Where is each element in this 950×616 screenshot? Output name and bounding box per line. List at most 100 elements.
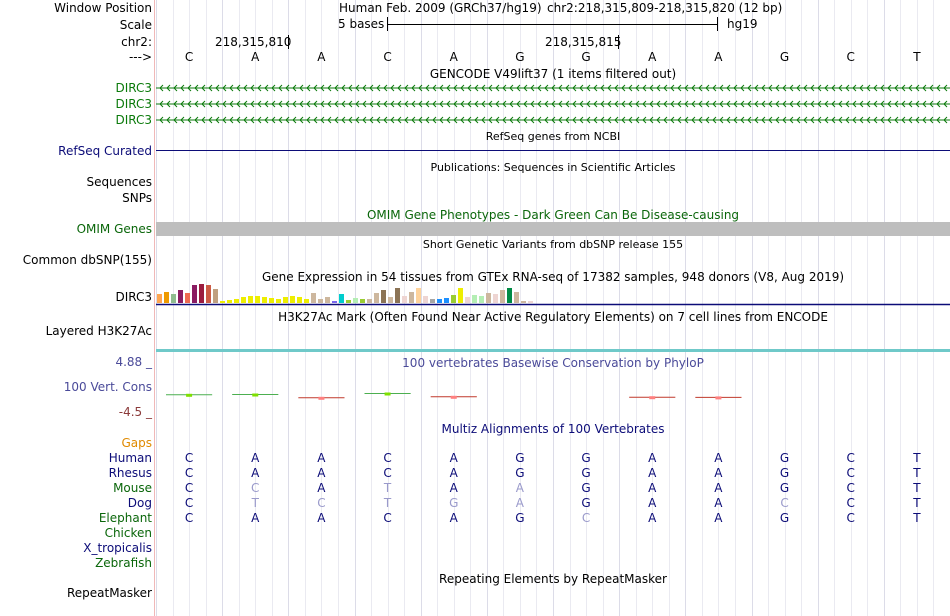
gtex-tissue-bar[interactable] bbox=[290, 296, 295, 303]
gencode-transcript-line[interactable] bbox=[156, 115, 950, 125]
position-range[interactable]: chr2:218,315,809-218,315,820 (12 bp) bbox=[547, 1, 783, 15]
gencode-transcript-line[interactable] bbox=[156, 99, 950, 109]
alignment-base: C bbox=[846, 481, 855, 495]
gtex-expression-bars[interactable] bbox=[156, 282, 950, 306]
alignment-base: G bbox=[779, 481, 790, 495]
gtex-tissue-bar[interactable] bbox=[430, 299, 435, 303]
alignment-base: A bbox=[317, 466, 326, 480]
gtex-tissue-bar[interactable] bbox=[206, 285, 211, 303]
gtex-tissue-bar[interactable] bbox=[451, 295, 456, 303]
dbsnp-label[interactable]: Common dbSNP(155) bbox=[22, 253, 152, 267]
gtex-tissue-bar[interactable] bbox=[528, 301, 533, 303]
gtex-tissue-bar[interactable] bbox=[339, 294, 344, 303]
gtex-tissue-bar[interactable] bbox=[325, 297, 330, 303]
gtex-tissue-bar[interactable] bbox=[164, 292, 169, 303]
gtex-tissue-bar[interactable] bbox=[248, 296, 253, 303]
species-label-elephant[interactable]: Elephant bbox=[98, 511, 152, 525]
species-label-dog[interactable]: Dog bbox=[127, 496, 152, 510]
gtex-tissue-bar[interactable] bbox=[416, 288, 421, 303]
species-label-chicken[interactable]: Chicken bbox=[104, 526, 152, 540]
h3k27ac-label[interactable]: Layered H3K27Ac bbox=[45, 324, 152, 338]
gtex-tissue-bar[interactable] bbox=[374, 293, 379, 303]
gtex-label[interactable]: DIRC3 bbox=[115, 290, 152, 304]
publications-label-snps[interactable]: SNPs bbox=[122, 191, 152, 205]
gencode-row-label[interactable]: DIRC3 bbox=[115, 97, 152, 111]
gtex-tissue-bar[interactable] bbox=[409, 292, 414, 303]
gtex-tissue-bar[interactable] bbox=[479, 296, 484, 303]
gtex-tissue-bar[interactable] bbox=[304, 299, 309, 303]
gtex-tissue-bar[interactable] bbox=[255, 296, 260, 303]
ruler-label[interactable]: chr2: bbox=[121, 35, 152, 49]
gtex-tissue-bar[interactable] bbox=[220, 301, 225, 303]
phylop-ymin: -4.5 _ bbox=[118, 405, 152, 419]
gtex-tissue-bar[interactable] bbox=[262, 297, 267, 303]
refseq-gene-line[interactable] bbox=[156, 150, 950, 151]
gtex-tissue-bar[interactable] bbox=[402, 296, 407, 303]
omim-label[interactable]: OMIM Genes bbox=[76, 222, 152, 236]
phylop-score-peak bbox=[384, 392, 391, 396]
species-label-human[interactable]: Human bbox=[108, 451, 152, 465]
gtex-tissue-bar[interactable] bbox=[346, 300, 351, 303]
ruler-tick-2: 218,315,815 bbox=[545, 35, 622, 49]
alignment-base: G bbox=[515, 511, 525, 525]
publications-label-sequences[interactable]: Sequences bbox=[86, 175, 152, 189]
alignment-base: A bbox=[648, 451, 657, 465]
gaps-label[interactable]: Gaps bbox=[121, 436, 152, 450]
gtex-tissue-bar[interactable] bbox=[192, 285, 197, 303]
repeatmasker-label[interactable]: RepeatMasker bbox=[66, 586, 152, 600]
h3k27ac-signal[interactable] bbox=[156, 349, 950, 352]
alignment-base: T bbox=[913, 466, 921, 480]
refseq-label[interactable]: RefSeq Curated bbox=[58, 144, 152, 158]
gtex-tissue-bar[interactable] bbox=[458, 288, 463, 303]
gtex-tissue-bar[interactable] bbox=[493, 294, 498, 303]
assembly-name[interactable]: Human Feb. 2009 (GRCh37/hg19) bbox=[339, 1, 542, 15]
gtex-tissue-bar[interactable] bbox=[521, 301, 526, 303]
gtex-tissue-bar[interactable] bbox=[213, 289, 218, 303]
gtex-tissue-bar[interactable] bbox=[486, 293, 491, 303]
gtex-tissue-bar[interactable] bbox=[472, 295, 477, 303]
gtex-tissue-bar[interactable] bbox=[276, 299, 281, 303]
dna-base: A bbox=[449, 50, 458, 64]
omim-feature-bar[interactable] bbox=[156, 222, 950, 236]
gtex-tissue-bar[interactable] bbox=[234, 299, 239, 303]
gtex-tissue-bar[interactable] bbox=[437, 299, 442, 303]
gtex-tissue-bar[interactable] bbox=[241, 297, 246, 303]
gtex-tissue-bar[interactable] bbox=[423, 296, 428, 303]
gtex-tissue-bar[interactable] bbox=[514, 292, 519, 303]
gtex-tissue-bar[interactable] bbox=[367, 299, 372, 303]
gtex-tissue-bar[interactable] bbox=[171, 294, 176, 303]
gtex-tissue-bar[interactable] bbox=[465, 297, 470, 303]
gtex-tissue-bar[interactable] bbox=[178, 290, 183, 303]
alignment-base: C bbox=[846, 496, 855, 510]
gtex-tissue-bar[interactable] bbox=[444, 298, 449, 303]
gtex-tissue-bar[interactable] bbox=[283, 297, 288, 303]
gtex-tissue-bar[interactable] bbox=[381, 290, 386, 303]
gtex-tissue-bar[interactable] bbox=[360, 299, 365, 303]
strand-label[interactable]: ---> bbox=[128, 50, 152, 64]
gtex-tissue-bar[interactable] bbox=[395, 288, 400, 303]
gtex-tissue-bar[interactable] bbox=[199, 284, 204, 303]
gtex-tissue-bar[interactable] bbox=[269, 298, 274, 303]
phylop-label[interactable]: 100 Vert. Cons bbox=[63, 380, 152, 394]
gencode-row-label[interactable]: DIRC3 bbox=[115, 81, 152, 95]
phylop-signal[interactable] bbox=[156, 370, 950, 420]
gtex-tissue-bar[interactable] bbox=[318, 299, 323, 303]
gtex-tissue-bar[interactable] bbox=[500, 290, 505, 303]
alignment-base: A bbox=[515, 481, 525, 495]
gencode-transcript-line[interactable] bbox=[156, 83, 950, 93]
gtex-tissue-bar[interactable] bbox=[227, 300, 232, 303]
species-label-mouse[interactable]: Mouse bbox=[113, 481, 152, 495]
gtex-tissue-bar[interactable] bbox=[353, 298, 358, 303]
gtex-tissue-bar[interactable] bbox=[185, 293, 190, 303]
gtex-tissue-bar[interactable] bbox=[332, 301, 337, 303]
gtex-tissue-bar[interactable] bbox=[507, 288, 512, 303]
species-label-rhesus[interactable]: Rhesus bbox=[108, 466, 152, 480]
species-label-zebrafish[interactable]: Zebrafish bbox=[95, 556, 152, 570]
gtex-tissue-bar[interactable] bbox=[388, 297, 393, 303]
gtex-tissue-bar[interactable] bbox=[297, 297, 302, 303]
gencode-row-label[interactable]: DIRC3 bbox=[115, 113, 152, 127]
gtex-tissue-bar[interactable] bbox=[157, 294, 162, 303]
window-position-label: Window Position bbox=[54, 1, 152, 15]
gtex-tissue-bar[interactable] bbox=[311, 293, 316, 303]
species-label-x-tropicalis[interactable]: X_tropicalis bbox=[83, 541, 152, 555]
